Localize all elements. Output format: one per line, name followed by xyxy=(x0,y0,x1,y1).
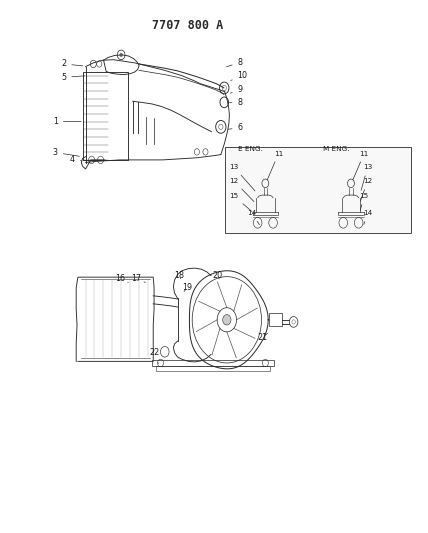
Text: 1: 1 xyxy=(53,117,81,126)
Text: 11: 11 xyxy=(268,150,283,180)
Text: 13: 13 xyxy=(361,164,372,190)
Circle shape xyxy=(119,53,123,57)
Text: 3: 3 xyxy=(53,148,80,157)
Bar xyxy=(152,360,274,366)
Text: 12: 12 xyxy=(360,178,372,201)
Text: 14: 14 xyxy=(247,210,259,225)
Text: 16: 16 xyxy=(115,274,128,282)
Text: 13: 13 xyxy=(229,164,255,191)
Bar xyxy=(156,366,270,371)
Text: 10: 10 xyxy=(231,71,247,80)
Text: 5: 5 xyxy=(61,73,85,82)
Text: 17: 17 xyxy=(131,274,146,282)
Text: 6: 6 xyxy=(228,124,243,132)
Text: 7707 800 A: 7707 800 A xyxy=(152,19,223,31)
Text: 4: 4 xyxy=(70,156,82,164)
Bar xyxy=(269,313,282,326)
Text: 18: 18 xyxy=(174,271,184,280)
Text: 15: 15 xyxy=(360,193,369,211)
Text: 8: 8 xyxy=(226,58,243,67)
Text: E ENG.: E ENG. xyxy=(238,146,262,152)
Text: 19: 19 xyxy=(182,283,193,292)
Text: 22: 22 xyxy=(150,349,160,364)
Text: 21: 21 xyxy=(258,333,268,342)
Text: 20: 20 xyxy=(212,271,223,280)
Text: 8: 8 xyxy=(229,98,243,107)
Text: M ENG.: M ENG. xyxy=(323,146,350,152)
Text: 15: 15 xyxy=(229,193,252,212)
Bar xyxy=(225,147,411,233)
Bar xyxy=(83,72,128,160)
Text: 14: 14 xyxy=(363,210,372,224)
Text: 9: 9 xyxy=(230,85,243,93)
Text: 11: 11 xyxy=(353,150,369,180)
Text: 2: 2 xyxy=(61,60,83,68)
Text: 12: 12 xyxy=(229,178,254,201)
Circle shape xyxy=(223,314,231,325)
